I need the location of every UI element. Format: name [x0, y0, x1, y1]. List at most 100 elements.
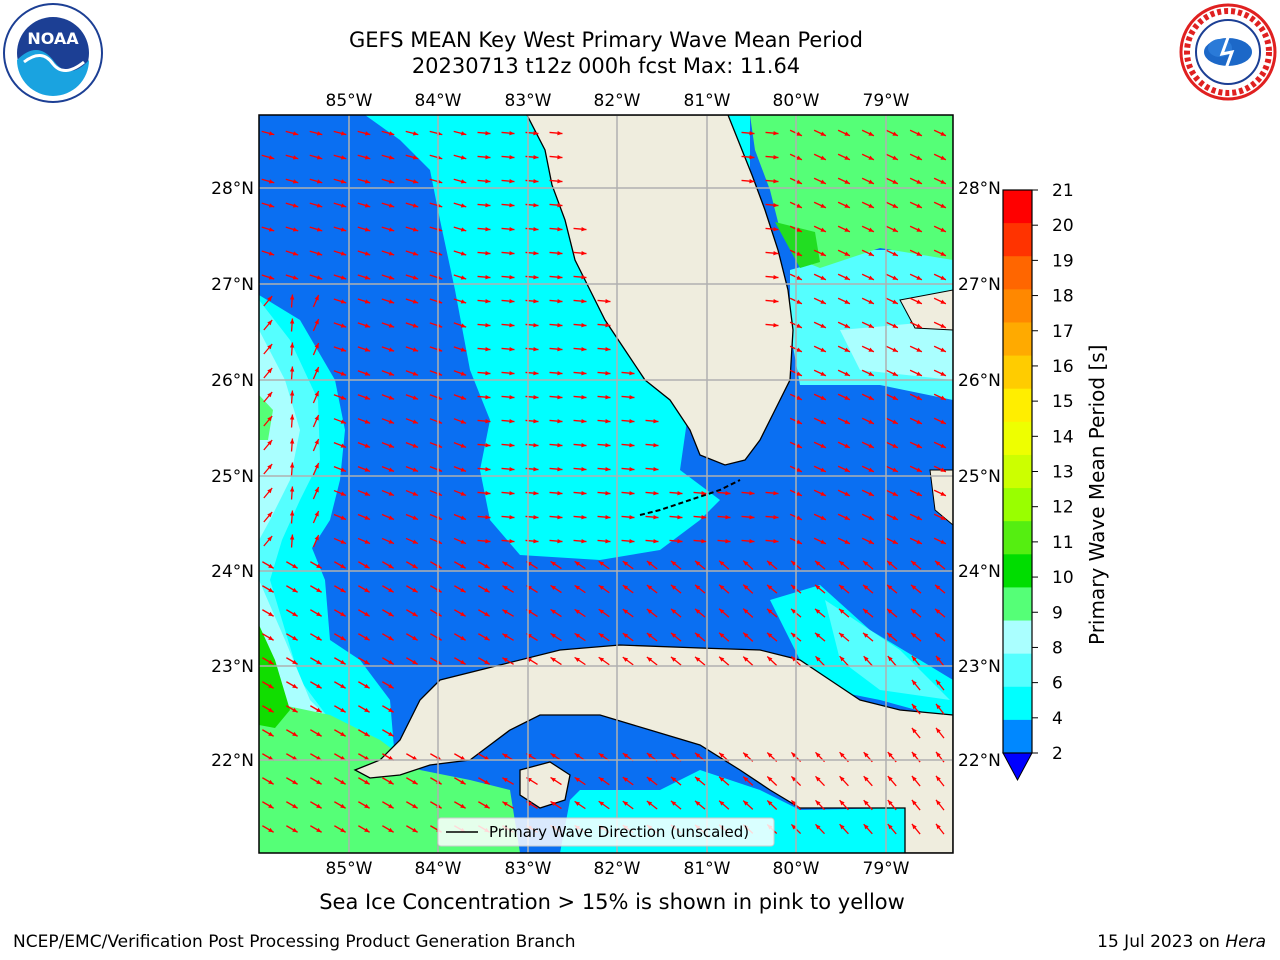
wave-arrow — [574, 800, 586, 810]
wave-arrow — [285, 154, 299, 160]
wave-arrow — [935, 727, 945, 739]
wave-arrow — [933, 537, 947, 545]
wave-arrow — [622, 656, 634, 666]
wave-arrow — [333, 513, 347, 521]
wave-arrow — [454, 753, 466, 761]
wave-arrow — [312, 486, 320, 500]
wave-arrow — [837, 249, 851, 257]
wave-arrow — [477, 202, 491, 208]
wave-arrow — [285, 226, 299, 232]
wave-arrow — [837, 537, 851, 545]
wave-arrow — [405, 370, 419, 376]
wave-arrow — [766, 776, 778, 786]
wave-arrow — [262, 729, 274, 737]
lat-label-right: 27°N — [958, 275, 1001, 295]
wave-arrow — [597, 298, 611, 304]
lon-label-top: 80°W — [773, 91, 820, 111]
wave-arrow — [765, 130, 779, 136]
lat-label-right: 22°N — [958, 751, 1001, 771]
wave-arrow — [839, 655, 849, 667]
wave-arrow — [598, 800, 610, 810]
wave-arrow — [741, 154, 755, 160]
florida-keys — [639, 479, 741, 516]
wave-arrow — [358, 705, 370, 713]
wave-arrow — [934, 584, 946, 594]
wave-arrow — [477, 418, 491, 424]
wave-arrow — [382, 681, 394, 689]
wave-arrow — [263, 487, 273, 499]
wave-arrow — [477, 274, 491, 280]
wave-arrow — [813, 249, 827, 257]
wave-arrow — [454, 561, 466, 569]
wave-arrow — [910, 560, 922, 570]
wave-arrow — [454, 633, 466, 641]
wave-arrow — [909, 369, 923, 377]
wave-arrow — [405, 442, 419, 448]
wave-arrow — [381, 130, 395, 136]
wave-arrow — [742, 560, 754, 570]
wave-arrow — [406, 609, 418, 617]
wave-arrow — [909, 273, 923, 281]
wave-arrow — [334, 705, 346, 713]
wave-arrow — [670, 560, 682, 570]
wave-arrow — [813, 273, 827, 281]
lon-labels-bottom: 85°W 84°W 83°W 82°W 81°W 80°W 79°W — [326, 859, 910, 879]
wave-arrow — [885, 129, 899, 137]
wave-arrow — [357, 202, 371, 208]
wave-arrow — [861, 513, 875, 521]
lon-label-bottom: 82°W — [594, 859, 641, 879]
wave-arrow — [837, 273, 851, 281]
wave-arrow — [597, 346, 611, 352]
wave-arrow — [357, 178, 371, 184]
wave-arrow — [933, 225, 947, 233]
wave-arrow — [381, 537, 395, 545]
wave-arrow — [549, 538, 563, 544]
wave-arrow — [765, 490, 779, 496]
wave-arrow — [646, 776, 658, 786]
wave-arrow — [310, 561, 322, 569]
wave-arrow — [262, 585, 274, 593]
lon-label-bottom: 79°W — [863, 859, 910, 879]
wave-arrow — [333, 154, 347, 160]
wave-arrow — [289, 342, 295, 356]
wave-arrow — [263, 319, 273, 331]
wave-arrow — [454, 609, 466, 617]
wave-arrow — [357, 537, 371, 545]
wave-arrow — [813, 153, 827, 161]
wave-arrow — [382, 633, 394, 641]
wave-arrow — [911, 679, 921, 691]
wave-arrow — [645, 442, 659, 448]
wave-arrow — [766, 632, 778, 642]
wave-arrow — [670, 656, 682, 666]
wave-arrow — [574, 560, 586, 570]
wave-arrow — [837, 129, 851, 137]
wave-arrow — [934, 560, 946, 570]
wave-field-southwest-darkgreen — [259, 625, 290, 728]
wave-arrow — [573, 298, 587, 304]
wave-arrow — [286, 753, 298, 761]
wave-arrow — [453, 418, 467, 424]
bahamas-south-land — [929, 469, 953, 526]
wave-arrow — [573, 394, 587, 400]
wave-arrow — [933, 513, 947, 521]
wave-arrow — [645, 466, 659, 472]
wave-arrow — [813, 345, 827, 353]
wave-arrow — [406, 825, 418, 833]
colorbar-tick-label: 8 — [1052, 638, 1063, 658]
wave-arrow — [718, 584, 730, 594]
map-frame — [258, 114, 954, 854]
wave-arrow — [837, 369, 851, 377]
wave-arrow — [478, 609, 490, 617]
wave-arrow — [501, 370, 515, 376]
wave-arrow — [357, 513, 371, 521]
wave-arrow — [333, 130, 347, 136]
wave-arrow — [310, 801, 322, 809]
wave-arrow — [263, 439, 273, 451]
wave-arrow — [693, 490, 707, 496]
wave-arrow — [358, 729, 370, 737]
wave-arrow — [549, 226, 563, 232]
wave-arrow — [286, 825, 298, 833]
colorbar-band — [1003, 686, 1032, 721]
wave-arrow — [741, 130, 755, 136]
colorbar-band — [1003, 388, 1032, 423]
